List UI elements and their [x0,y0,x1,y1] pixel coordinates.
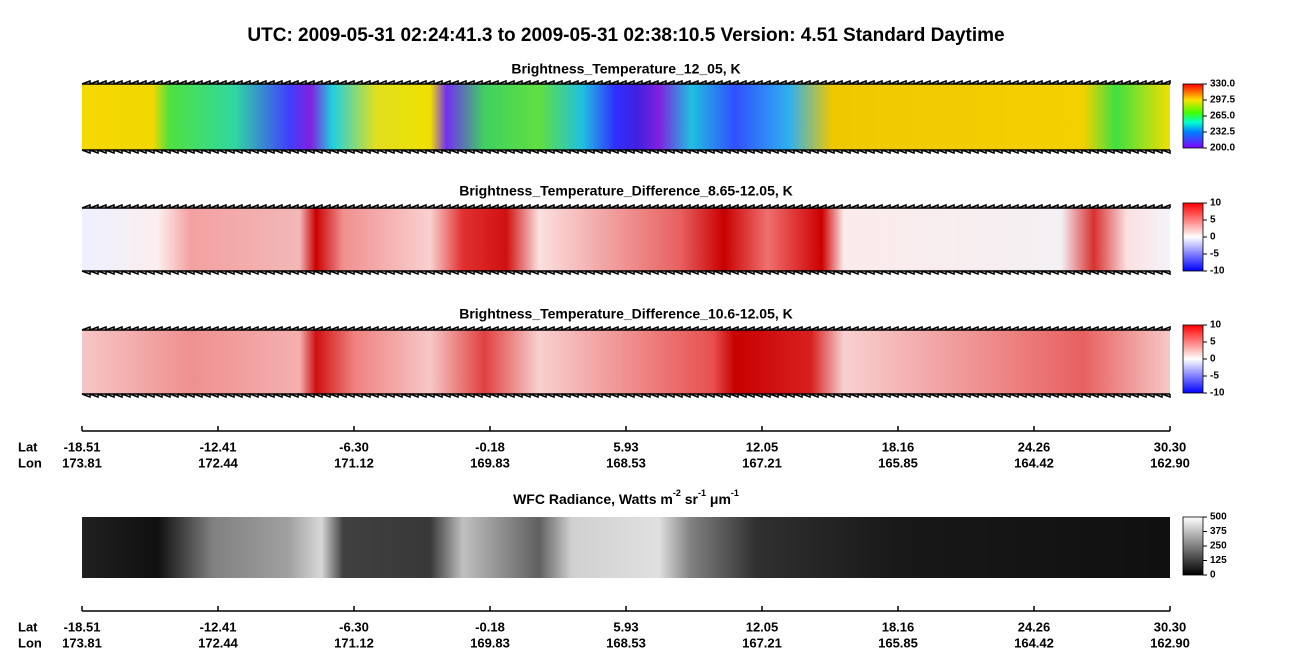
colorbar-label: 5 [1210,215,1216,226]
lat-tick-label: 5.93 [613,439,638,454]
panel-title: Brightness_Temperature_12_05, K [511,61,740,77]
lon-tick-label: 165.85 [878,635,918,650]
colorbar-label: 265.0 [1210,111,1235,122]
lon-tick-label: 172.44 [198,455,239,470]
colorbar [1182,516,1204,576]
lon-tick-label: 164.42 [1014,455,1054,470]
lat-label: Lat [18,619,38,634]
lon-label: Lon [18,635,42,650]
lat-label: Lat [18,439,38,454]
panel-title: Brightness_Temperature_Difference_8.65-1… [459,183,793,199]
lat-tick-label: -18.51 [64,619,101,634]
colorbar [1182,202,1204,272]
lon-tick-label: 162.90 [1150,455,1190,470]
colorbar-label: 0 [1210,232,1216,243]
lat-tick-label: 12.05 [746,619,779,634]
swath-image [82,330,1170,394]
swath-edge [81,270,1171,276]
lon-tick-label: 164.42 [1014,635,1054,650]
lon-tick-label: 168.53 [606,455,646,470]
lat-tick-label: 24.26 [1018,439,1051,454]
swath-edge [81,79,1171,85]
colorbar-label: -10 [1210,266,1225,277]
swath-edge [81,325,1171,331]
colorbar-label: 232.5 [1210,127,1235,138]
lat-tick-label: 12.05 [746,439,779,454]
lat-tick-label: 30.30 [1154,439,1187,454]
colorbar-label: 297.5 [1210,95,1235,106]
title-part: -1 [731,488,739,498]
panel-title: Brightness_Temperature_Difference_10.6-1… [459,306,793,322]
swath-image [82,208,1170,271]
lon-tick-label: 167.21 [742,455,782,470]
colorbar-label: 200.0 [1210,143,1235,154]
lat-tick-label: 18.16 [882,619,915,634]
colorbar-label: -10 [1210,388,1225,399]
lon-tick-label: 171.12 [334,455,374,470]
colorbar-label: 375 [1210,526,1227,537]
lon-tick-label: 169.83 [470,455,510,470]
lat-tick-label: 18.16 [882,439,915,454]
colorbar [1182,324,1204,394]
swath-image [82,517,1170,578]
title-part: -2 [673,488,681,498]
colorbar-label: 10 [1210,198,1222,209]
lon-tick-label: 173.81 [62,455,102,470]
lon-tick-label: 169.83 [470,635,510,650]
title-part: WFC Radiance, Watts m [513,491,673,507]
lat-tick-label: -12.41 [200,619,237,634]
lon-tick-label: 173.81 [62,635,102,650]
swath-edge [81,203,1171,209]
colorbar-label: 5 [1210,337,1216,348]
figure-title: UTC: 2009-05-31 02:24:41.3 to 2009-05-31… [247,25,1004,46]
swath-edge [81,149,1171,155]
lon-tick-label: 171.12 [334,635,374,650]
colorbar-label: 10 [1210,320,1222,331]
colorbar-label: 0 [1210,570,1216,581]
colorbar-label: -5 [1210,371,1219,382]
colorbar-label: 330.0 [1210,79,1235,90]
title-part: sr [681,491,699,507]
lat-tick-label: -18.51 [64,439,101,454]
lat-tick-label: -6.30 [339,619,369,634]
lat-tick-label: -0.18 [475,619,505,634]
lon-label: Lon [18,455,42,470]
lat-tick-label: -0.18 [475,439,505,454]
lat-tick-label: 5.93 [613,619,638,634]
title-part: -1 [698,488,706,498]
lat-tick-label: -12.41 [200,439,237,454]
colorbar [1182,83,1204,149]
lon-tick-label: 172.44 [198,635,239,650]
colorbar-label: 0 [1210,354,1216,365]
lat-tick-label: -6.30 [339,439,369,454]
lon-tick-label: 165.85 [878,455,918,470]
lon-tick-label: 167.21 [742,635,782,650]
colorbar-label: 500 [1210,512,1227,523]
panel-title: WFC Radiance, Watts m-2 sr-1 μm-1 [513,488,739,506]
colorbar-label: 125 [1210,555,1227,566]
lon-tick-label: 162.90 [1150,635,1190,650]
lat-tick-label: 30.30 [1154,619,1187,634]
colorbar-label: 250 [1210,541,1227,552]
swath-edge [81,393,1171,399]
title-part: μm [706,491,731,507]
swath-image [82,84,1170,150]
lat-tick-label: 24.26 [1018,619,1051,634]
lon-tick-label: 168.53 [606,635,646,650]
colorbar-label: -5 [1210,249,1219,260]
